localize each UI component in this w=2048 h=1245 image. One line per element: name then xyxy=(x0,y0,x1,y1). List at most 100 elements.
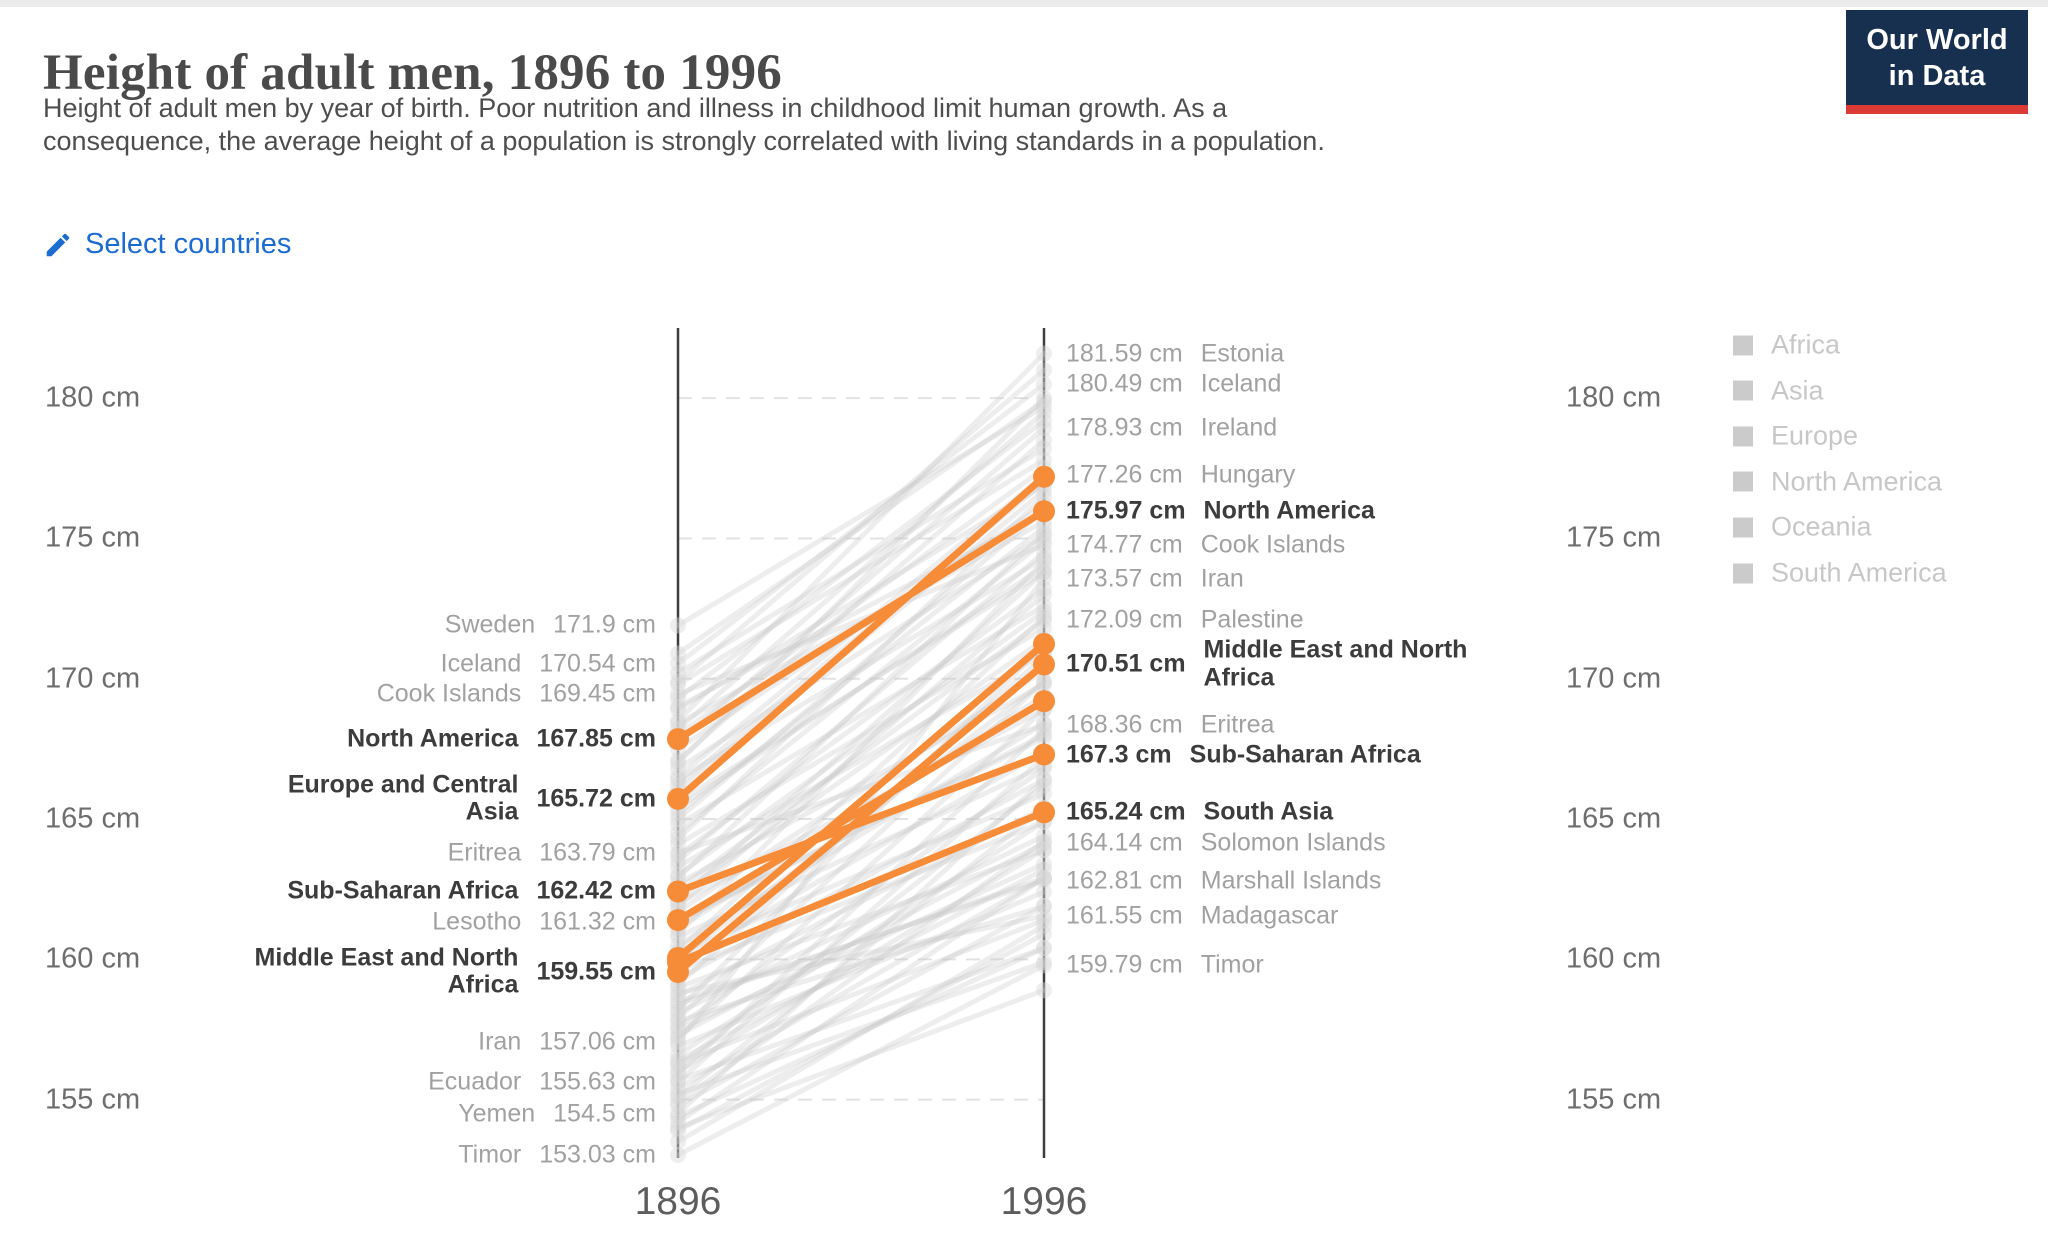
entity-label-right-middle-east-and-north-africa[interactable]: 170.51 cm Middle East and North Africa xyxy=(1066,636,1467,692)
entity-label-left-eritrea[interactable]: Eritrea 163.79 cm xyxy=(448,839,656,867)
country-line[interactable] xyxy=(675,586,1047,859)
country-line[interactable] xyxy=(675,507,1047,822)
country-line[interactable] xyxy=(675,838,1047,1105)
country-line[interactable] xyxy=(675,530,1047,881)
country-line[interactable] xyxy=(675,782,1047,1069)
country-line[interactable] xyxy=(675,945,1047,1119)
highlighted-line-europe-and-central-asia[interactable] xyxy=(674,473,1048,803)
country-line[interactable] xyxy=(675,819,1047,974)
entity-label-right-ireland[interactable]: 178.93 cm Ireland xyxy=(1066,414,1277,442)
country-line[interactable] xyxy=(675,847,1047,1075)
country-line[interactable] xyxy=(675,875,1047,1091)
country-line[interactable] xyxy=(675,766,1047,1030)
country-line[interactable] xyxy=(675,367,1047,685)
entity-label-left-yemen[interactable]: Yemen 154.5 cm xyxy=(458,1099,656,1128)
highlighted-point[interactable] xyxy=(1033,500,1055,523)
highlighted-point[interactable] xyxy=(667,946,689,969)
highlighted-point[interactable] xyxy=(667,787,689,810)
country-line[interactable] xyxy=(675,861,1047,1032)
legend-item-south-america[interactable]: South America xyxy=(1733,558,1947,589)
legend-item-africa[interactable]: Africa xyxy=(1733,330,1840,361)
highlighted-line-north-america[interactable] xyxy=(674,507,1048,743)
country-line[interactable] xyxy=(675,903,1047,1024)
country-line[interactable] xyxy=(675,524,1047,816)
entity-label-left-sub-saharan-africa[interactable]: Sub-Saharan Africa 162.42 cm xyxy=(287,877,656,906)
highlighted-point[interactable] xyxy=(1033,690,1055,713)
country-line[interactable] xyxy=(675,642,1047,1013)
country-line[interactable] xyxy=(675,351,1047,724)
country-line[interactable] xyxy=(675,903,1047,1108)
highlighted-line-south-asia[interactable] xyxy=(674,808,1048,966)
country-line[interactable] xyxy=(675,833,1047,1016)
country-line[interactable] xyxy=(675,867,1047,1063)
entity-label-right-palestine[interactable]: 172.09 cm Palestine xyxy=(1066,606,1304,634)
entity-label-left-cook-islands[interactable]: Cook Islands 169.45 cm xyxy=(377,680,656,708)
country-line[interactable] xyxy=(675,603,1047,828)
highlighted-point[interactable] xyxy=(1033,801,1055,824)
highlighted-point[interactable] xyxy=(667,909,689,932)
country-line[interactable] xyxy=(675,987,1047,1131)
country-line[interactable] xyxy=(675,791,1047,957)
entity-label-left-middle-east-and-north-africa[interactable]: Middle East and North Africa 159.55 cm xyxy=(255,944,656,999)
country-line[interactable] xyxy=(675,847,1047,990)
country-line[interactable] xyxy=(675,608,1047,878)
country-line[interactable] xyxy=(675,840,1047,1038)
entity-label-right-cook-islands[interactable]: 174.77 cm Cook Islands xyxy=(1066,531,1345,559)
country-line[interactable] xyxy=(675,592,1047,909)
entity-label-right-iceland[interactable]: 180.49 cm Iceland xyxy=(1066,370,1281,399)
country-line[interactable] xyxy=(675,625,1047,847)
country-line[interactable] xyxy=(675,875,1047,1125)
country-line[interactable] xyxy=(675,777,1047,982)
entity-label-right-south-asia[interactable]: 165.24 cm South Asia xyxy=(1066,798,1333,827)
entity-label-right-north-america[interactable]: 175.97 cm North America xyxy=(1066,497,1375,525)
country-line[interactable] xyxy=(675,482,1047,713)
legend-item-oceania[interactable]: Oceania xyxy=(1733,512,1872,543)
country-line[interactable] xyxy=(675,707,1047,1041)
entity-label-left-iceland[interactable]: Iceland 170.54 cm xyxy=(441,649,656,678)
entity-label-left-europe-and-central-asia[interactable]: Europe and Central Asia 165.72 cm xyxy=(288,771,656,826)
country-line[interactable] xyxy=(675,569,1047,805)
highlighted-point[interactable] xyxy=(1033,743,1055,766)
country-line[interactable] xyxy=(675,404,1047,628)
country-line[interactable] xyxy=(675,805,1047,1100)
country-line[interactable] xyxy=(675,875,1047,1007)
country-line[interactable] xyxy=(675,959,1047,1097)
country-line[interactable] xyxy=(675,889,1047,1049)
entity-label-right-timor[interactable]: 159.79 cm Timor xyxy=(1066,951,1264,979)
highlighted-line-middle-east-and-north-africa[interactable] xyxy=(674,660,1048,976)
entity-label-right-madagascar[interactable]: 161.55 cm Madagascar xyxy=(1066,902,1338,930)
country-line[interactable] xyxy=(675,931,1047,1134)
country-line[interactable] xyxy=(675,457,1047,687)
country-line[interactable] xyxy=(675,650,1047,870)
entity-label-left-ecuador[interactable]: Ecuador 155.63 cm xyxy=(428,1068,656,1096)
country-line[interactable] xyxy=(675,917,1047,1066)
country-line[interactable] xyxy=(675,569,1047,903)
entity-label-right-solomon-islands[interactable]: 164.14 cm Solomon Islands xyxy=(1066,829,1386,857)
country-line[interactable] xyxy=(675,726,1047,1077)
country-line[interactable] xyxy=(675,913,1047,996)
highlighted-point[interactable] xyxy=(667,880,689,903)
country-line[interactable] xyxy=(675,398,1047,656)
country-line[interactable] xyxy=(675,425,1047,746)
entity-label-right-estonia[interactable]: 181.59 cm Estonia xyxy=(1066,339,1284,368)
country-line[interactable] xyxy=(675,732,1047,925)
highlighted-point[interactable] xyxy=(667,728,689,751)
country-line[interactable] xyxy=(675,542,1047,697)
entity-label-right-hungary[interactable]: 177.26 cm Hungary xyxy=(1066,461,1295,489)
country-line[interactable] xyxy=(675,754,1047,1085)
highlighted-point[interactable] xyxy=(1033,632,1055,655)
country-line[interactable] xyxy=(675,749,1047,965)
highlighted-line-region[interactable] xyxy=(674,697,1048,924)
country-line[interactable] xyxy=(675,819,1047,1058)
country-line[interactable] xyxy=(675,465,1047,738)
country-line[interactable] xyxy=(675,446,1047,676)
highlighted-line-region[interactable] xyxy=(674,640,1048,962)
highlighted-point[interactable] xyxy=(1033,653,1055,676)
entity-label-left-iran[interactable]: Iran 157.06 cm xyxy=(478,1028,656,1056)
country-line[interactable] xyxy=(675,533,1047,772)
country-line[interactable] xyxy=(675,381,1047,667)
country-line[interactable] xyxy=(675,614,1047,954)
country-line[interactable] xyxy=(675,549,1047,864)
entity-label-left-sweden[interactable]: Sweden 171.9 cm xyxy=(445,611,656,640)
